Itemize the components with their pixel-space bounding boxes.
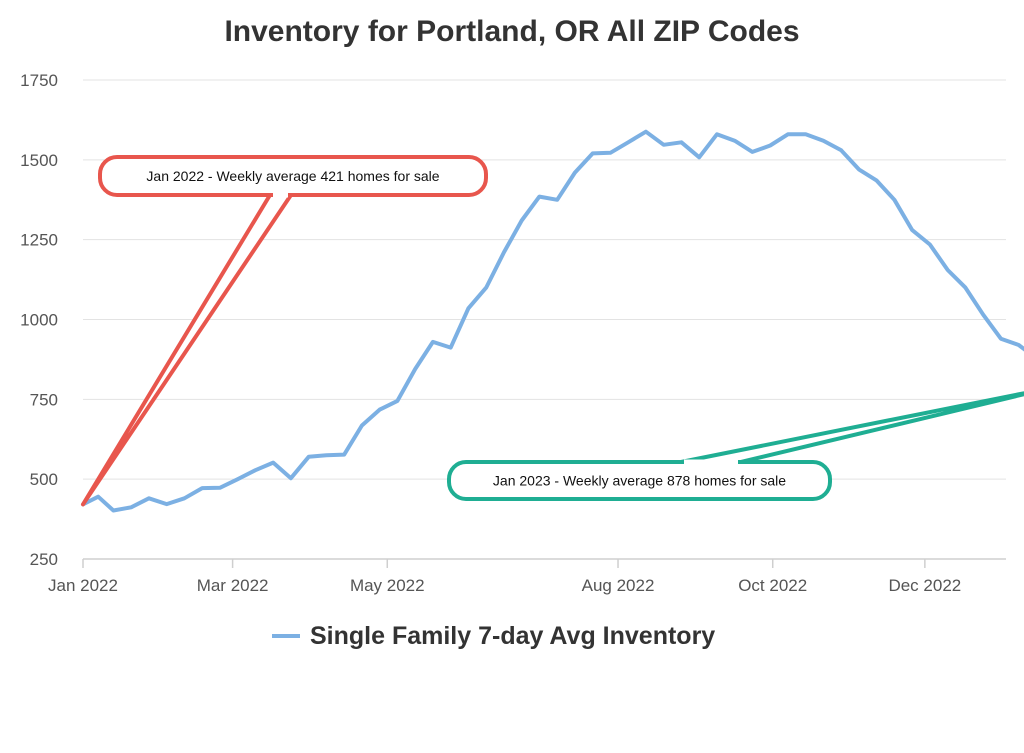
callout-box [447,460,832,501]
y-tick-label: 1750 [20,71,58,90]
y-tick-label: 1250 [20,231,58,250]
x-tick-label: Oct 2022 [738,576,807,595]
x-tick-label: Mar 2022 [197,576,269,595]
callout-box [98,155,488,197]
x-tick-label: Aug 2022 [582,576,655,595]
y-tick-label: 750 [30,390,58,409]
callout-text: Jan 2023 - Weekly average 878 homes for … [493,473,786,489]
x-tick-label: May 2022 [350,576,425,595]
x-axis: Jan 2022 Mar 2022 May 2022 Aug 2022 Oct 2022… [48,558,1006,595]
legend-label: Single Family 7-day Avg Inventory [310,622,715,650]
callout-text: Jan 2022 - Weekly average 421 homes for … [146,168,439,184]
y-tick-label: 1000 [20,311,58,330]
legend: Single Family 7-day Avg Inventory [272,622,715,650]
y-tick-label: 1500 [20,151,58,170]
callout-pointer [81,193,293,507]
y-tick-label: 250 [30,550,58,569]
annotations: Jan 2022 - Weekly average 421 homes for … [81,155,1024,507]
chart-title: Inventory for Portland, OR All ZIP Codes [224,15,799,48]
y-axis-ticks: 250 500 750 1000 1250 1500 1750 [20,71,58,569]
y-tick-label: 500 [30,470,58,489]
x-tick-label: Jan 2022 [48,576,118,595]
series-lines [81,129,1024,513]
series-line [81,129,1024,513]
x-tick-label: Dec 2022 [888,576,961,595]
